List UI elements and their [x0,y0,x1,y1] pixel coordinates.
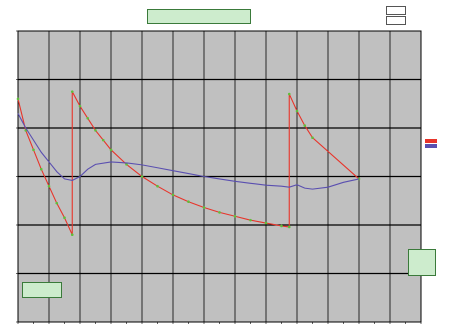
series-0-point [311,136,314,139]
series-0-point [249,218,252,222]
note-top [147,9,251,24]
series-0-point [233,214,237,218]
series-0-point [156,184,159,188]
series-0-point [55,201,59,205]
series-0-point [287,92,291,96]
series-0-point [63,216,66,220]
series-0-point [94,129,97,132]
series-0-point [171,193,175,197]
series-0-point [218,211,221,214]
series-0-point [101,138,105,142]
series-0-point [140,175,144,178]
series-0-point [202,206,206,209]
corner-box-second [386,16,406,25]
series-0-point [32,148,35,152]
series-0-point [47,184,51,188]
series-0-point [39,167,43,171]
series-0-point [264,221,268,225]
series-0-point [295,109,299,113]
series-0-point [187,200,190,204]
series-line-1 [17,113,360,190]
note-bottom-left [22,282,62,298]
series-0-point [303,124,307,127]
series-0-point [125,163,128,166]
series-0-point [109,148,113,152]
series-0-point [86,117,90,120]
corner-box-top [386,6,406,15]
series-0-point [70,90,74,93]
series-0-point [280,224,283,228]
series-0-point [70,233,74,236]
series-0-point [16,97,20,101]
series-0-point [287,225,291,229]
legend-swatch [425,136,437,148]
note-right [408,249,436,276]
series-0-point [78,104,82,108]
